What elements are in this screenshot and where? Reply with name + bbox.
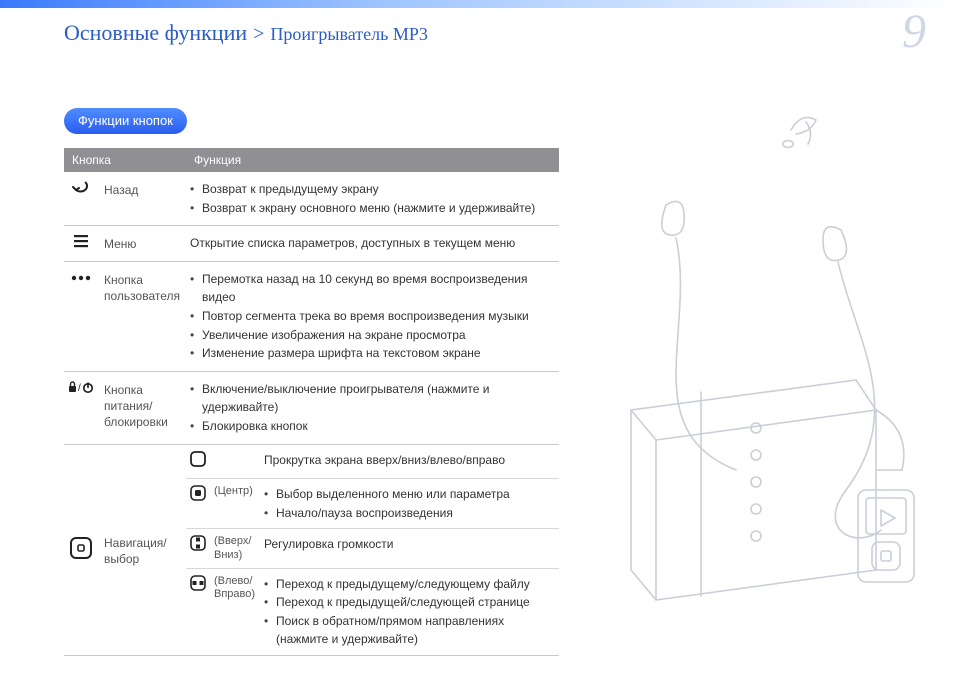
nav-sub-ring: Прокрутка экрана вверх/вниз/влево/вправо [186,445,559,479]
section-title: Функции кнопок [78,113,173,128]
row-user: Кнопка пользователя Перемотка назад на 1… [64,261,559,371]
user-item: Увеличение изображения на экране просмот… [190,326,553,345]
nav-sub-leftright: (Влево/Вправо) Переход к предыдущему/сле… [186,568,559,655]
leftright-icon [190,575,206,597]
section-pill: Функции кнопок [64,108,187,134]
row-back: Назад Возврат к предыдущему экрану Возвр… [64,172,559,226]
breadcrumb-sep: > [253,23,264,45]
power-label: Кнопка питания/блокировки [100,371,186,444]
nav-function: Прокрутка экрана вверх/вниз/влево/вправо… [186,444,559,656]
row-power: / Кнопка питания/блокировки Включение/вы… [64,371,559,444]
row-menu: Меню Открытие списка параметров, доступн… [64,226,559,262]
center-icon [190,485,206,507]
main-content: Функции кнопок Кнопка Функция Назад Возв… [64,108,559,656]
center-item: Выбор выделенного меню или параметра [264,485,555,504]
user-item: Перемотка назад на 10 секунд во время во… [190,270,553,307]
svg-text:/: / [78,383,81,394]
center-item: Начало/пауза воспроизведения [264,504,555,523]
lr-item: Переход к предыдущему/следующему файлу [264,575,555,594]
ring-icon [190,451,206,473]
lr-item: Поиск в обратном/прямом направлениях (на… [264,612,555,649]
leftright-items: Переход к предыдущему/следующему файлу П… [260,568,559,655]
power-item: Блокировка кнопок [190,417,553,436]
back-icon-cell [64,172,100,226]
button-functions-table: Кнопка Функция Назад Возврат к предыдуще… [64,148,559,656]
lr-item: Переход к предыдущей/следующей странице [264,593,555,612]
row-nav: Навигация/выбор Прокрутка экрана вверх/в… [64,444,559,656]
center-items: Выбор выделенного меню или параметра Нач… [260,479,559,529]
ring-sublabel [210,445,260,479]
ring-text: Прокрутка экрана вверх/вниз/влево/вправо [260,445,559,479]
power-item: Включение/выключение проигрывателя (нажм… [190,380,553,417]
nav-label: Навигация/выбор [100,444,186,656]
power-function: Включение/выключение проигрывателя (нажм… [186,371,559,444]
back-icon [72,180,90,197]
decorative-illustration [606,110,936,610]
header-function: Функция [186,148,559,172]
user-function: Перемотка назад на 10 секунд во время во… [186,261,559,371]
updown-text: Регулировка громкости [260,529,559,568]
user-item: Изменение размера шрифта на текстовом эк… [190,344,553,363]
user-item: Повтор сегмента трека во время воспроизв… [190,307,553,326]
menu-icon [73,234,89,251]
breadcrumb-main: Основные функции [64,20,247,45]
top-gradient-bar [0,0,954,8]
menu-icon-cell [64,226,100,262]
user-icon-cell [64,261,100,371]
menu-function: Открытие списка параметров, доступных в … [186,226,559,262]
breadcrumb-sub: Проигрыватель MP3 [270,24,427,44]
power-icon-cell: / [64,371,100,444]
breadcrumb: Основные функции > Проигрыватель MP3 [64,20,428,46]
lock-power-icon: / [68,380,94,397]
back-item: Возврат к экрану основного меню (нажмите… [190,199,553,218]
back-label: Назад [100,172,186,226]
nav-icon-cell [64,444,100,656]
header-button: Кнопка [64,148,186,172]
updown-icon [190,535,206,557]
leftright-sublabel: (Влево/Вправо) [210,568,260,655]
back-function: Возврат к предыдущему экрану Возврат к э… [186,172,559,226]
table-header-row: Кнопка Функция [64,148,559,172]
nav-subtable: Прокрутка экрана вверх/вниз/влево/вправо… [186,445,559,656]
page-number: 9 [902,4,926,59]
dots-icon [71,271,91,285]
nav-sub-updown: (Вверх/Вниз) Регулировка громкости [186,529,559,568]
dpad-icon [70,537,92,562]
updown-sublabel: (Вверх/Вниз) [210,529,260,568]
center-sublabel: (Центр) [210,479,260,529]
back-item: Возврат к предыдущему экрану [190,180,553,199]
user-label: Кнопка пользователя [100,261,186,371]
menu-label: Меню [100,226,186,262]
nav-sub-center: (Центр) Выбор выделенного меню или парам… [186,479,559,529]
